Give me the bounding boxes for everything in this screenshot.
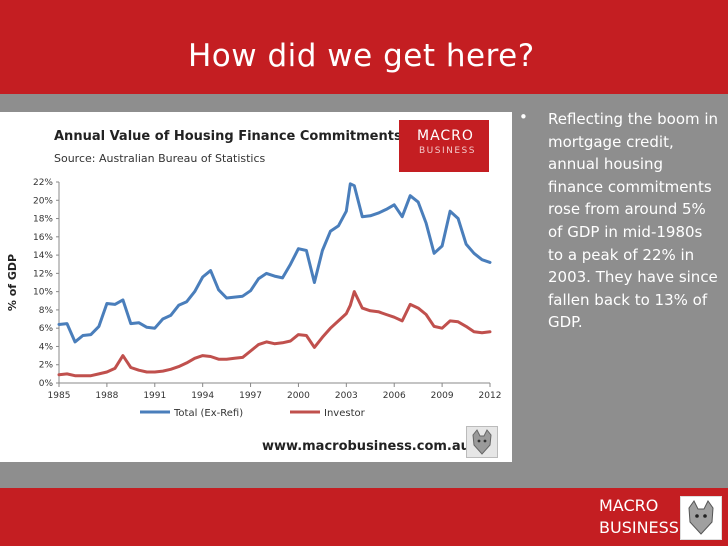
x-tick-label: 1994 bbox=[191, 391, 214, 401]
chart-brand-logo: MACRO BUSINESS bbox=[399, 120, 489, 172]
chart-source-url: www.macrobusiness.com.au bbox=[262, 439, 470, 454]
x-tick-label: 2006 bbox=[383, 391, 406, 401]
chart-figure: 0% 2% 4% 6% 8% 10% 12% 14% 16% 18% 20% 22% 1985 1988 1… bbox=[6, 178, 502, 419]
y-tick-label: 22% bbox=[33, 178, 53, 188]
y-tick-label: 12% bbox=[33, 269, 53, 279]
y-tick-label: 6% bbox=[39, 324, 54, 334]
header-bar bbox=[0, 0, 728, 94]
wolf-logo-icon bbox=[466, 426, 498, 458]
chart-logo-line2: BUSINESS bbox=[419, 146, 476, 156]
x-tick-label: 2012 bbox=[479, 391, 502, 401]
legend-label: Total (Ex-Refi) bbox=[173, 408, 243, 419]
y-tick-label: 14% bbox=[33, 251, 53, 261]
chart-logo-line1: MACRO bbox=[417, 128, 474, 144]
footer-brand-logo: MACRO BUSINESS bbox=[599, 495, 679, 539]
chart-title: Annual Value of Housing Finance Commitme… bbox=[54, 129, 402, 144]
x-tick-label: 1997 bbox=[239, 391, 262, 401]
wolf-logo-icon bbox=[680, 496, 722, 540]
x-tick-label: 1985 bbox=[48, 391, 71, 401]
series-line-investor bbox=[57, 290, 492, 378]
legend-label: Investor bbox=[324, 408, 366, 419]
footer-logo-line2: BUSINESS bbox=[599, 518, 679, 537]
bullet-text: Reflecting the boom in mortgage credit, … bbox=[548, 110, 719, 332]
bullet-marker: • bbox=[519, 108, 528, 126]
x-tick-label: 1988 bbox=[95, 391, 118, 401]
x-tick-label: 2000 bbox=[287, 391, 310, 401]
chart-source: Source: Australian Bureau of Statistics bbox=[54, 152, 266, 165]
y-tick-label: 2% bbox=[39, 361, 54, 371]
x-tick-label: 2009 bbox=[431, 391, 454, 401]
footer-bar bbox=[0, 488, 728, 546]
series-line-total bbox=[57, 182, 492, 344]
x-tick-label: 1991 bbox=[143, 391, 166, 401]
y-tick-label: 16% bbox=[33, 233, 53, 243]
y-tick-label: 4% bbox=[39, 342, 54, 352]
y-tick-label: 0% bbox=[39, 379, 54, 389]
y-tick-label: 8% bbox=[39, 306, 54, 316]
y-tick-label: 18% bbox=[33, 215, 53, 225]
slide-title: How did we get here? bbox=[188, 38, 535, 74]
y-tick-label: 10% bbox=[33, 288, 53, 298]
y-tick-label: 20% bbox=[33, 196, 53, 206]
footer-logo-line1: MACRO bbox=[599, 496, 659, 515]
y-axis-label: % of GDP bbox=[6, 254, 19, 311]
x-tick-label: 2003 bbox=[335, 391, 358, 401]
